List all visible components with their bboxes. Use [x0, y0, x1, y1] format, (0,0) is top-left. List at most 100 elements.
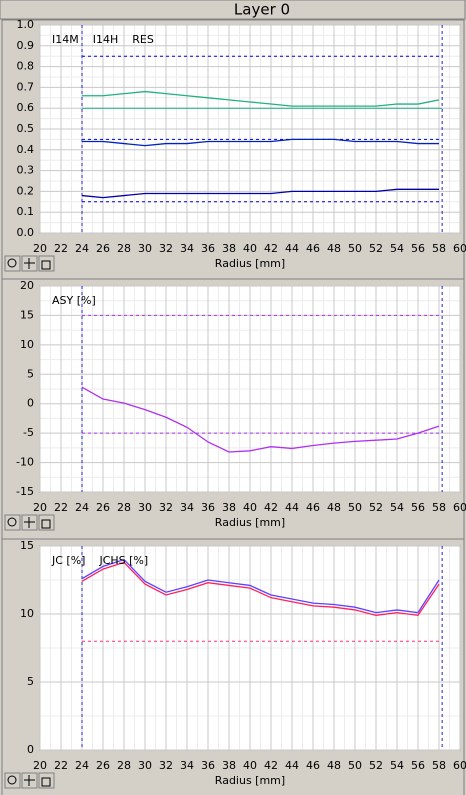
series-line [81, 558, 440, 614]
x-tick-label: 26 [96, 759, 110, 772]
legend-entry: JC [%] [51, 554, 85, 567]
y-tick-label: 0.0 [17, 226, 35, 239]
x-tick-label: 58 [432, 501, 446, 514]
y-tick-label: 0.7 [17, 80, 35, 93]
y-tick-label: 10 [20, 607, 34, 620]
y-tick-label: 0.2 [17, 184, 35, 197]
x-tick-label: 36 [201, 759, 215, 772]
x-tick-label: 42 [264, 242, 278, 255]
x-tick-label: 20 [33, 501, 47, 514]
series-line [81, 561, 440, 617]
series-line [82, 90, 440, 107]
x-tick-label: 44 [285, 759, 299, 772]
x-tick-label: 40 [243, 759, 257, 772]
x-tick-label: 52 [369, 759, 383, 772]
window-title: Layer 0 [234, 1, 290, 19]
x-tick-label: 22 [54, 501, 68, 514]
x-tick-label: 30 [138, 759, 152, 772]
series-line [81, 386, 440, 453]
y-tick-label: 0 [27, 397, 34, 410]
x-tick-label: 48 [327, 759, 341, 772]
x-tick-label: 34 [180, 759, 194, 772]
hand-icon [41, 777, 51, 787]
y-tick-label: 0.5 [17, 122, 35, 135]
x-tick-label: 28 [117, 242, 131, 255]
x-tick-label: 56 [411, 759, 425, 772]
hand-icon [41, 260, 51, 270]
x-tick-label: 46 [306, 759, 320, 772]
x-tick-label: 30 [138, 501, 152, 514]
y-tick-label: 0.6 [17, 101, 35, 114]
legend-entry: RES [132, 33, 154, 46]
x-axis-label: Radius [mm] [215, 774, 285, 787]
cross-icon [24, 775, 35, 786]
toolbar-zoom [4, 772, 21, 789]
x-tick-label: 50 [348, 242, 362, 255]
x-tick-label: 56 [411, 501, 425, 514]
x-axis-label: Radius [mm] [215, 257, 285, 270]
y-tick-label: 0.9 [17, 39, 35, 52]
x-tick-label: 28 [117, 501, 131, 514]
x-tick-label: 36 [201, 501, 215, 514]
x-tick-label: 26 [96, 242, 110, 255]
x-tick-label: 60 [453, 242, 466, 255]
y-tick-label: 0.8 [17, 60, 35, 73]
x-tick-label: 36 [201, 242, 215, 255]
y-tick-label: 0 [27, 743, 34, 756]
x-tick-label: 26 [96, 501, 110, 514]
x-tick-label: 48 [327, 501, 341, 514]
x-tick-label: 50 [348, 501, 362, 514]
x-tick-label: 32 [159, 501, 173, 514]
y-tick-label: 15 [20, 308, 34, 321]
y-tick-label: 20 [20, 279, 34, 292]
y-tick-label: 15 [20, 539, 34, 552]
y-tick-label: -15 [16, 485, 34, 498]
x-tick-label: 38 [222, 759, 236, 772]
x-tick-label: 44 [285, 242, 299, 255]
y-tick-label: 10 [20, 338, 34, 351]
toolbar-zoom [4, 255, 21, 272]
series-line [82, 138, 439, 147]
x-tick-label: 34 [180, 242, 194, 255]
y-tick-label: 0.4 [17, 143, 35, 156]
legend-entry: JCHS [%] [98, 554, 148, 567]
x-tick-label: 42 [264, 501, 278, 514]
x-tick-label: 22 [54, 242, 68, 255]
x-tick-label: 60 [453, 501, 466, 514]
x-tick-label: 30 [138, 242, 152, 255]
x-tick-label: 60 [453, 759, 466, 772]
x-tick-label: 28 [117, 759, 131, 772]
y-tick-label: 0.3 [17, 164, 35, 177]
x-tick-label: 46 [306, 242, 320, 255]
x-tick-label: 32 [159, 242, 173, 255]
legend-entry: ASY [%] [52, 294, 96, 307]
y-tick-label: -10 [16, 456, 34, 469]
legend-entry: I14H [93, 33, 119, 46]
x-tick-label: 24 [75, 242, 89, 255]
x-tick-label: 38 [222, 501, 236, 514]
x-tick-label: 34 [180, 501, 194, 514]
x-tick-label: 42 [264, 759, 278, 772]
y-tick-label: 5 [27, 675, 34, 688]
x-tick-label: 56 [411, 242, 425, 255]
x-tick-label: 24 [75, 501, 89, 514]
cross-icon [24, 517, 35, 528]
x-tick-label: 40 [243, 501, 257, 514]
x-tick-label: 20 [33, 242, 47, 255]
x-tick-label: 44 [285, 501, 299, 514]
x-tick-label: 52 [369, 501, 383, 514]
x-tick-label: 20 [33, 759, 47, 772]
y-tick-label: 5 [27, 367, 34, 380]
x-tick-label: 58 [432, 242, 446, 255]
zoom-icon [7, 517, 17, 527]
series-line [81, 188, 439, 199]
zoom-icon [7, 775, 17, 785]
x-tick-label: 54 [390, 242, 404, 255]
x-tick-label: 54 [390, 501, 404, 514]
hand-icon [41, 519, 51, 529]
title-bar [0, 0, 466, 20]
x-tick-label: 48 [327, 242, 341, 255]
legend-entry: I14M [52, 33, 79, 46]
